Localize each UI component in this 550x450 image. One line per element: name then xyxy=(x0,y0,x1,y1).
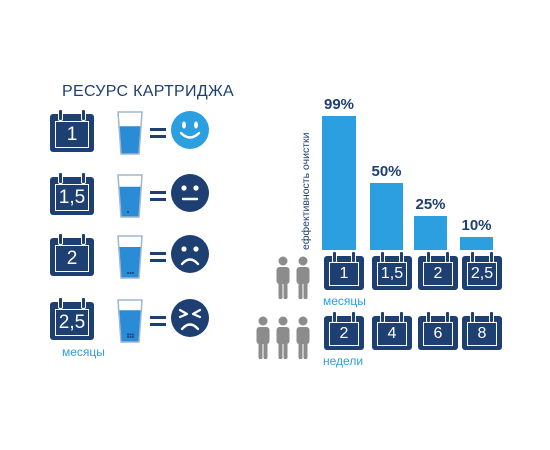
week-calendar-icon: 6 xyxy=(418,311,458,350)
calendar-icon-value: 2 xyxy=(55,245,89,272)
bar-value-label: 25% xyxy=(415,196,446,214)
bar xyxy=(460,236,493,250)
bar xyxy=(322,116,356,250)
months-axis-label: месяцы xyxy=(323,294,366,308)
left-months-label: месяцы xyxy=(62,345,105,359)
month-calendar-icon-value: 2,5 xyxy=(467,262,497,286)
calendar-icon-value: 2,5 xyxy=(55,309,89,336)
water-glass-icon xyxy=(117,299,143,343)
week-calendar-icon: 4 xyxy=(372,311,412,350)
week-calendar-icon-value: 2 xyxy=(329,322,359,346)
person-icon xyxy=(256,316,270,359)
water-glass-icon xyxy=(117,174,143,218)
month-calendar-icon: 2,5 xyxy=(462,251,502,290)
happy-face-icon xyxy=(171,111,209,149)
weeks-axis-label: недели xyxy=(323,354,364,368)
water-glass-icon xyxy=(117,111,143,155)
month-calendar-icon: 2 xyxy=(418,251,458,290)
sad-face-icon xyxy=(171,235,209,273)
upset-face-icon xyxy=(171,299,209,337)
calendar-icon: 2 xyxy=(50,233,94,276)
page-title: РЕСУРС КАРТРИДЖА xyxy=(62,83,234,100)
person-icon xyxy=(296,316,310,359)
bar-value-label: 99% xyxy=(323,96,355,114)
bar-value-label: 10% xyxy=(461,216,492,234)
month-calendar-icon: 1 xyxy=(324,251,364,290)
week-calendar-icon-value: 8 xyxy=(467,322,497,346)
person-icon xyxy=(276,256,290,299)
chart-y-axis-label: еффективность очистки xyxy=(300,132,312,250)
equals-sign xyxy=(150,252,166,262)
month-calendar-icon-value: 1 xyxy=(329,262,359,286)
person-icon xyxy=(276,316,290,359)
bar xyxy=(370,182,403,250)
week-calendar-icon-value: 4 xyxy=(377,322,407,346)
month-calendar-icon-value: 1,5 xyxy=(377,262,407,286)
calendar-icon-value: 1,5 xyxy=(55,184,89,211)
month-calendar-icon-value: 2 xyxy=(423,262,453,286)
month-calendar-icon: 1,5 xyxy=(372,251,412,290)
equals-sign xyxy=(150,316,166,326)
week-calendar-icon: 2 xyxy=(324,311,364,350)
calendar-icon-value: 1 xyxy=(55,121,89,148)
calendar-icon: 2,5 xyxy=(50,297,94,340)
neutral-face-icon xyxy=(171,174,209,212)
calendar-icon: 1 xyxy=(50,109,94,152)
week-calendar-icon: 8 xyxy=(462,311,502,350)
equals-sign xyxy=(150,191,166,201)
calendar-icon: 1,5 xyxy=(50,172,94,215)
week-calendar-icon-value: 6 xyxy=(423,322,453,346)
person-icon xyxy=(296,256,310,299)
equals-sign xyxy=(150,128,166,138)
bar xyxy=(414,216,447,250)
bar-value-label: 50% xyxy=(371,162,402,180)
water-glass-icon xyxy=(117,235,143,279)
